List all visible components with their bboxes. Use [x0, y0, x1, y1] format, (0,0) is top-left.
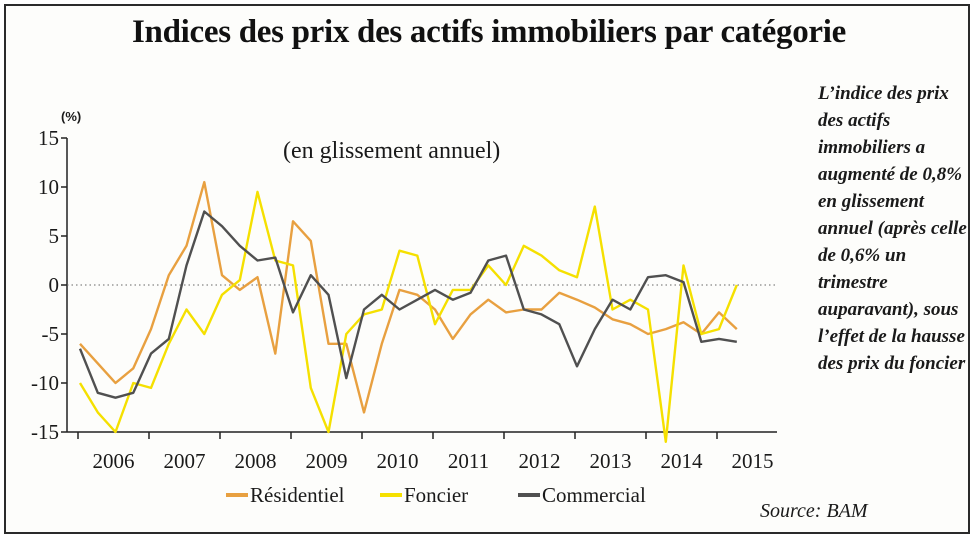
- y-tick-label: -15: [31, 420, 59, 444]
- legend-label-commercial: Commercial: [542, 483, 646, 507]
- source-label: Source: BAM: [760, 500, 868, 522]
- y-tick-label: -10: [31, 371, 59, 395]
- y-tick-label: 0: [49, 273, 60, 297]
- x-tick-label: 2010: [377, 449, 419, 473]
- legend-label-foncier: Foncier: [404, 483, 468, 507]
- series-line-residentiel: [79, 180, 738, 414]
- x-tick-label: 2006: [93, 449, 135, 473]
- x-tick-label: 2012: [519, 449, 561, 473]
- legend: Résidentiel Foncier Commercial: [226, 483, 646, 507]
- series-line-foncier: [78, 190, 738, 443]
- x-tick-label: 2014: [661, 449, 704, 473]
- y-tick-label: 15: [38, 126, 59, 150]
- side-note: L’indice des prix des actifs immobiliers…: [818, 83, 967, 374]
- series-lines: [78, 180, 738, 443]
- axes: 15 10 5 0 -5 -10 -15 2006 2007 2008 2009 2010 2011 20…: [31, 126, 777, 473]
- y-unit-label: (%): [61, 109, 81, 124]
- y-tick-label: 5: [49, 224, 60, 248]
- chart-subtitle: (en glissement annuel): [283, 138, 500, 164]
- chart-title: Indices des prix des actifs immobiliers …: [132, 14, 846, 50]
- x-tick-label: 2007: [164, 449, 206, 473]
- x-tick-label: 2008: [235, 449, 277, 473]
- x-tick-label: 2013: [590, 449, 632, 473]
- series-line-commercial: [78, 210, 737, 399]
- x-tick-label: 2015: [732, 449, 774, 473]
- x-tick-label: 2009: [306, 449, 348, 473]
- chart-panel: Indices des prix des actifs immobiliers …: [4, 4, 970, 534]
- y-tick-label: -5: [42, 322, 60, 346]
- y-tick-label: 10: [38, 175, 59, 199]
- legend-label-residentiel: Résidentiel: [250, 483, 345, 507]
- x-tick-label: 2011: [448, 449, 489, 473]
